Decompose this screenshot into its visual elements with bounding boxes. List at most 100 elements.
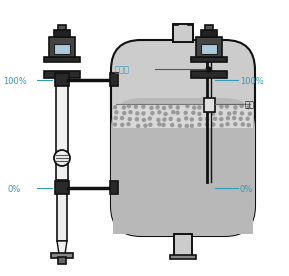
Circle shape [149,106,154,110]
Text: 100%: 100% [240,76,264,86]
Circle shape [126,122,131,126]
Circle shape [156,118,161,122]
Bar [201,44,217,54]
Circle shape [240,111,244,116]
Circle shape [141,111,146,116]
Bar [204,98,215,112]
Circle shape [184,116,188,121]
Bar [201,30,217,37]
Bar [113,128,253,234]
Circle shape [198,117,203,121]
Bar [44,71,80,78]
Bar [174,234,192,256]
Bar [191,71,227,78]
Circle shape [168,117,173,121]
Bar [110,181,118,194]
Bar [49,37,75,57]
Circle shape [190,117,194,122]
Circle shape [148,123,153,127]
Circle shape [120,123,125,127]
Circle shape [175,110,180,115]
Circle shape [114,110,118,115]
Circle shape [212,104,216,109]
Circle shape [239,104,244,108]
Text: 液面: 液面 [245,100,255,110]
Text: 调压孔: 调压孔 [115,65,130,75]
Circle shape [218,111,223,115]
Circle shape [157,122,162,126]
Circle shape [168,105,173,109]
Bar [54,44,70,54]
FancyBboxPatch shape [111,98,255,236]
Circle shape [113,122,117,127]
Circle shape [211,122,216,127]
Circle shape [170,123,174,127]
Circle shape [205,122,209,127]
Circle shape [211,112,215,116]
Circle shape [225,104,229,109]
Bar [55,181,69,194]
Bar [196,37,222,57]
Circle shape [247,123,251,127]
Bar [56,80,68,180]
Circle shape [54,150,70,166]
Circle shape [219,117,223,121]
Circle shape [113,105,117,109]
Bar [54,30,70,37]
Circle shape [232,116,236,120]
Circle shape [163,112,168,116]
Circle shape [134,105,138,109]
Circle shape [122,105,126,110]
Circle shape [162,106,166,110]
Bar [55,73,69,86]
Circle shape [192,105,197,110]
Circle shape [150,111,155,115]
Bar [58,25,66,30]
Circle shape [155,105,160,110]
Bar [205,25,213,30]
Circle shape [141,105,146,109]
Circle shape [245,116,250,121]
Circle shape [213,116,217,121]
Circle shape [246,105,251,110]
Circle shape [171,110,175,114]
Circle shape [142,118,146,122]
FancyBboxPatch shape [111,40,255,236]
Circle shape [114,116,118,120]
Circle shape [148,116,152,121]
Circle shape [177,118,181,122]
Circle shape [233,105,238,110]
Circle shape [248,112,252,116]
Circle shape [122,111,127,115]
Circle shape [233,122,238,126]
Circle shape [190,124,194,128]
Circle shape [219,123,224,128]
Circle shape [238,116,243,121]
Bar [173,24,193,42]
Circle shape [175,105,180,110]
Bar [173,24,193,42]
Circle shape [205,105,209,109]
Circle shape [136,124,140,128]
Circle shape [161,123,166,127]
Bar [58,257,66,264]
Circle shape [219,105,224,109]
Circle shape [184,111,188,115]
Circle shape [157,110,162,115]
Circle shape [127,117,132,121]
Circle shape [127,104,131,108]
Circle shape [135,111,140,116]
Circle shape [120,116,124,120]
Bar [44,57,80,62]
Text: 100%: 100% [3,76,27,86]
Circle shape [197,123,202,127]
Circle shape [143,124,148,128]
Circle shape [227,112,231,116]
Bar [113,104,253,128]
Text: 0%: 0% [8,184,21,193]
Bar [51,253,73,258]
Circle shape [233,110,237,115]
Circle shape [185,104,190,108]
Circle shape [135,117,139,121]
Bar [174,234,192,256]
